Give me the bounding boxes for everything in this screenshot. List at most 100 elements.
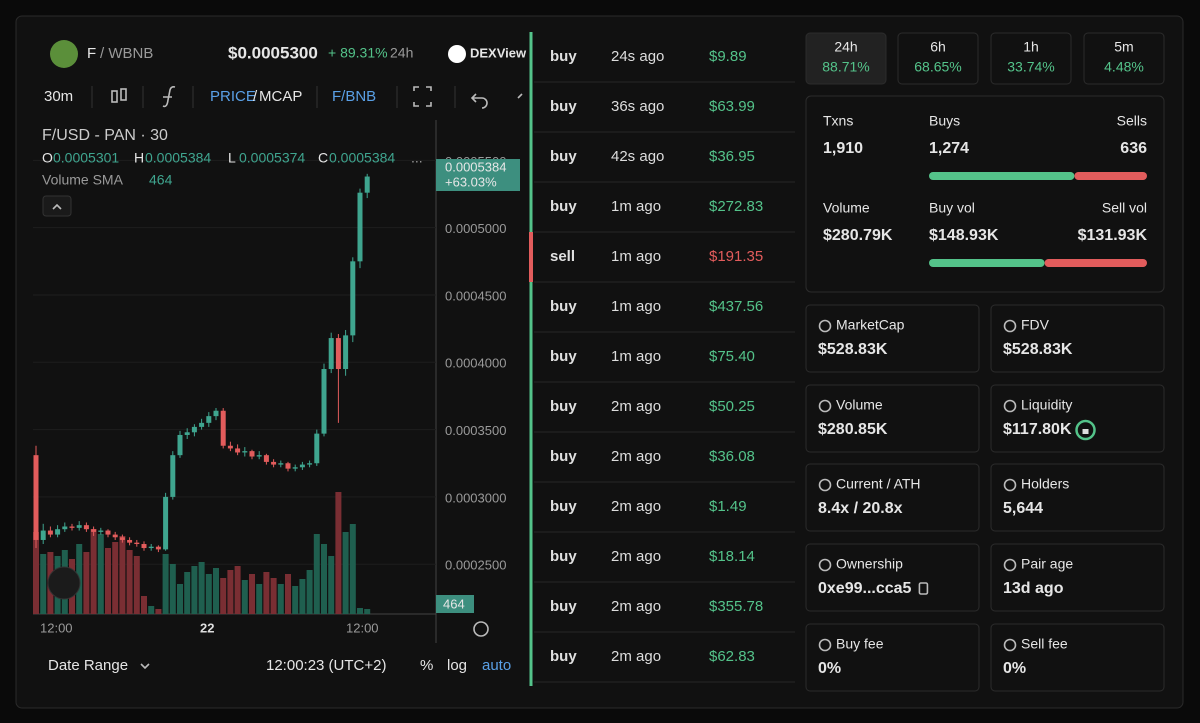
- volume-bar: [184, 572, 191, 614]
- interval[interactable]: 30m: [44, 88, 73, 105]
- lock-icon: [1075, 419, 1096, 441]
- volume-bar: [335, 492, 342, 614]
- card-value: 13d ago: [1003, 580, 1064, 597]
- candle-body: [321, 369, 327, 434]
- brand: DEXView: [470, 45, 527, 60]
- stat: 636: [1120, 140, 1147, 157]
- trade-time: 42s ago: [611, 148, 664, 165]
- candle-body: [249, 451, 255, 457]
- candle-body: [335, 338, 341, 370]
- info-icon: [1003, 558, 1017, 572]
- copy-icon[interactable]: [918, 582, 929, 595]
- volume-bar: [342, 532, 349, 614]
- candle-body: [170, 455, 176, 497]
- auto-toggle[interactable]: auto: [482, 657, 511, 674]
- card-label: Holders: [1021, 476, 1069, 492]
- mcap-toggle[interactable]: MCAP: [259, 88, 302, 105]
- info-icon: [1003, 638, 1017, 652]
- volume-bar: [349, 524, 356, 614]
- volume-bar: [256, 584, 263, 614]
- ohlc-value: 0.0005301: [53, 150, 119, 166]
- volume-bar: [205, 574, 212, 614]
- lock-icon: [1082, 429, 1089, 434]
- chevron: [140, 663, 150, 670]
- period-tab[interactable]: [1083, 32, 1165, 85]
- toolbar-icons: [91, 86, 523, 109]
- trade-side: buy: [550, 498, 577, 515]
- price-toggle[interactable]: PRICE: [210, 88, 256, 105]
- candle-body: [292, 467, 298, 469]
- stat: Sells: [1117, 113, 1147, 129]
- candle-body: [177, 434, 183, 456]
- ohlc-label: H: [134, 150, 144, 166]
- candle-body: [220, 410, 226, 446]
- pair-toggle[interactable]: F/BNB: [332, 88, 376, 105]
- candle-body: [69, 526, 75, 528]
- last-price: 0.0005384: [445, 159, 506, 174]
- volume-bar: [83, 552, 90, 614]
- ohlc-label: L: [228, 150, 236, 166]
- info-card: [805, 543, 980, 612]
- card-value: $528.83K: [818, 341, 888, 358]
- trade-time: 36s ago: [611, 98, 664, 115]
- trade-time: 2m ago: [611, 498, 661, 515]
- volume-bar: [321, 544, 327, 614]
- period-tab[interactable]: [897, 32, 979, 85]
- volume-bar: [263, 572, 270, 614]
- volume-bar: [292, 586, 299, 614]
- stat: 1,910: [823, 140, 863, 157]
- trade-amount: $437.56: [709, 298, 763, 315]
- trade-amount: $272.83: [709, 198, 763, 215]
- trade-amount: $75.40: [709, 348, 755, 365]
- percent-toggle[interactable]: %: [420, 657, 433, 674]
- stat: 1,274: [929, 140, 969, 157]
- candle-body: [33, 455, 39, 540]
- card-value: 8.4x / 20.8x: [818, 500, 903, 517]
- volume-bar: [148, 606, 155, 614]
- candle-body: [134, 542, 140, 545]
- trade-side: buy: [550, 448, 577, 465]
- date-range[interactable]: Date Range: [48, 657, 128, 674]
- period-tab[interactable]: [805, 32, 887, 85]
- candle-body: [112, 534, 118, 538]
- ratio-bar: [929, 259, 1045, 267]
- card-label: Buy fee: [836, 636, 884, 652]
- card-value: $528.83K: [1003, 341, 1073, 358]
- volume-bar: [126, 550, 133, 614]
- ohlc-label: C: [318, 150, 328, 166]
- info-icon: [818, 638, 832, 652]
- log-toggle[interactable]: log: [447, 657, 467, 674]
- settings-icon[interactable]: [473, 621, 489, 637]
- ohlc-value: 0.0005374: [239, 150, 305, 166]
- trade-time: 2m ago: [611, 598, 661, 615]
- volume-bar: [141, 596, 147, 614]
- ohlc-value: 0.0005384: [145, 150, 211, 166]
- change-period: 24h: [390, 45, 413, 61]
- trade-side: buy: [550, 648, 577, 665]
- price-change: + 89.31%: [328, 45, 388, 61]
- candle-body: [285, 463, 291, 469]
- candle-body: [227, 445, 233, 449]
- candle-body: [263, 455, 269, 462]
- x-tick-label: 12:00: [346, 620, 379, 635]
- trade-side: buy: [550, 398, 577, 415]
- candle-body: [55, 529, 61, 535]
- x-tick-label: 12:00: [40, 620, 73, 635]
- volume-bar: [162, 554, 169, 614]
- brand-logo: [448, 45, 466, 63]
- tab-period: 1h: [1023, 39, 1039, 55]
- tab-change: 33.74%: [1007, 59, 1054, 75]
- volume-bar: [97, 534, 104, 614]
- stats-box: [805, 95, 1165, 293]
- trade-time: 2m ago: [611, 548, 661, 565]
- trade-time: 1m ago: [611, 348, 661, 365]
- y-tick-label: 0.0004000: [445, 356, 506, 371]
- tv-logo: [47, 566, 81, 600]
- ratio-bar: [929, 172, 1075, 180]
- period-tab[interactable]: [990, 32, 1072, 85]
- volume-bar: [133, 556, 140, 614]
- trade-amount: $9.89: [709, 48, 747, 65]
- ohlc-label: O: [42, 150, 53, 166]
- info-card: [990, 463, 1165, 532]
- volume-bar: [177, 584, 183, 614]
